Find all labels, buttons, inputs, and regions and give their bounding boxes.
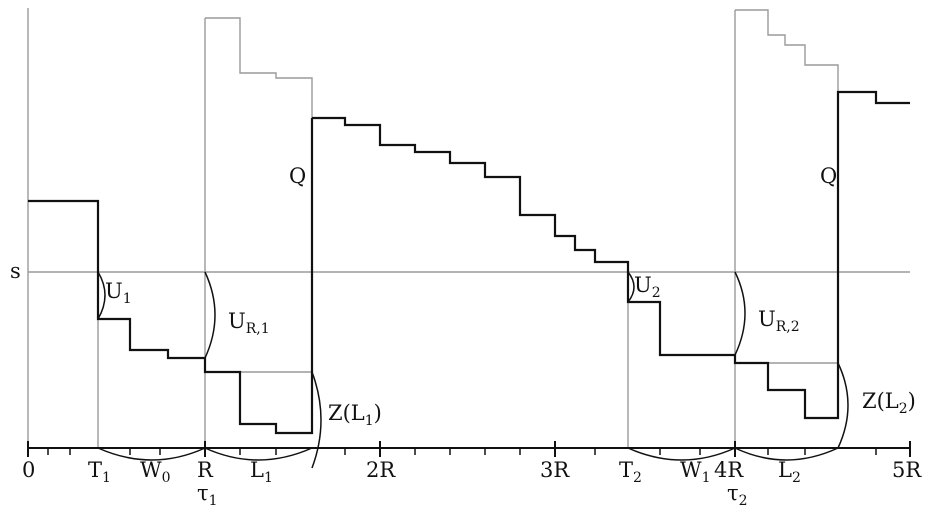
ur2-label: UR,2 — [758, 307, 800, 335]
ur1-brace — [204, 271, 216, 359]
u1-brace — [97, 271, 106, 320]
axis-label-w0: W0 — [140, 458, 171, 486]
ur2-brace — [734, 271, 746, 356]
zl2-label: Z(L2) — [862, 389, 916, 417]
axis-label-5r: 5R — [892, 458, 922, 482]
axis-minor-ticks — [47, 448, 877, 455]
q-label-1: Q — [289, 164, 306, 188]
q-label-2: Q — [820, 164, 837, 188]
w0-brace — [97, 447, 206, 461]
main-process-path — [28, 90, 910, 435]
u2-label: U2 — [634, 273, 661, 301]
s-label: s — [10, 259, 21, 283]
u2-brace — [627, 271, 635, 303]
axis-label-l1: L1 — [250, 458, 273, 486]
axis-label-0: 0 — [22, 458, 35, 482]
axis-label-r: R — [197, 458, 214, 482]
l2-brace — [734, 447, 839, 461]
upper-staircase-2 — [735, 9, 839, 92]
process-segment-2 — [312, 90, 910, 420]
guide-lines — [27, 8, 910, 448]
axis-label-w1: W1 — [680, 458, 711, 486]
axis-label-4r: 4R — [714, 458, 744, 482]
axis-label-2r: 2R — [366, 458, 396, 482]
axis-label-t2: T2 — [619, 458, 642, 486]
upper-staircase-1 — [205, 17, 313, 118]
time-axis — [27, 441, 911, 457]
process-segment-1 — [28, 118, 314, 435]
w1-brace — [627, 447, 736, 461]
axis-label-tau2: τ2 — [727, 481, 748, 509]
zl2-brace — [837, 362, 849, 449]
zl1-brace — [311, 371, 322, 469]
l1-brace — [204, 447, 313, 461]
axis-label-3r: 3R — [540, 458, 570, 482]
zl1-label: Z(L1) — [328, 401, 382, 429]
ur1-label: UR,1 — [228, 309, 270, 337]
braces — [97, 271, 849, 469]
u1-label: U1 — [105, 279, 132, 307]
axis-major-ticks — [27, 441, 911, 457]
axis-label-l2: L2 — [778, 458, 801, 486]
axis-label-t1: T1 — [88, 458, 111, 486]
axis-label-tau1: τ1 — [197, 481, 218, 509]
